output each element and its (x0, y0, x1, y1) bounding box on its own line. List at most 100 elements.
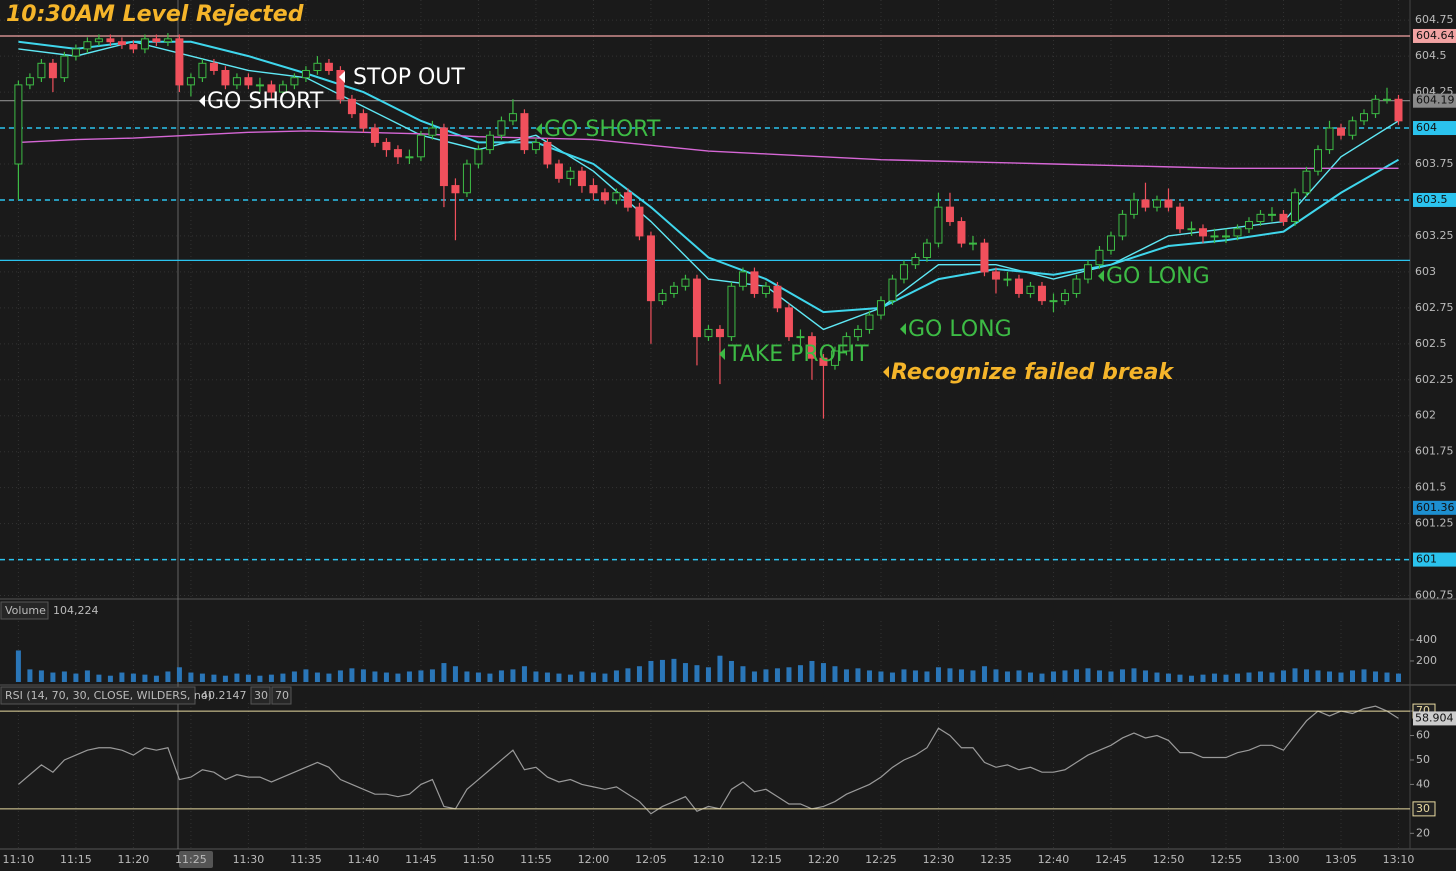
candle-body (761, 285, 770, 294)
volume-bar (613, 670, 619, 682)
candle-body (784, 307, 793, 338)
volume-bar (958, 669, 964, 682)
level-tag (1413, 192, 1456, 207)
candle-body (980, 242, 989, 273)
candle-body (1152, 199, 1161, 208)
volume-bar (694, 665, 700, 682)
candle-body (221, 69, 230, 86)
candle-body (1106, 235, 1115, 251)
candle-body (117, 41, 126, 46)
candle-body (1290, 192, 1299, 223)
candle-body (255, 84, 264, 87)
y-tick-label: 602.25 (1415, 373, 1454, 386)
candle-body (1302, 170, 1311, 194)
volume-bar (1165, 673, 1171, 682)
candle-body (1382, 98, 1391, 101)
y-tick-label: 603.25 (1415, 229, 1454, 242)
x-tick-label: 12:25 (865, 853, 897, 866)
x-tick-label: 12:30 (923, 853, 955, 866)
candle-body (474, 149, 483, 165)
x-tick-label: 12:50 (1153, 853, 1185, 866)
x-tick-label: 12:00 (578, 853, 610, 866)
volume-bar (1085, 668, 1091, 682)
candle-body (1083, 264, 1092, 280)
candle-body (198, 62, 207, 79)
candle-body (1233, 228, 1242, 237)
volume-bar (245, 674, 251, 682)
candle-body (14, 84, 23, 165)
y-tick-label: 601.25 (1415, 517, 1454, 530)
volume-bar (326, 673, 332, 682)
y-tick-label: 60 (1416, 729, 1430, 742)
candle-body (267, 84, 276, 93)
candle-body (1198, 228, 1207, 237)
candle-body (1210, 235, 1219, 238)
volume-bar (947, 668, 953, 682)
candle-body (451, 185, 460, 194)
y-tick-label: 50 (1416, 753, 1430, 766)
volume-bar (671, 658, 677, 682)
candle-body (209, 62, 218, 71)
volume-bar (1349, 670, 1355, 682)
candle-body (968, 242, 977, 245)
rsi-title: RSI (14, 70, 30, CLOSE, WILDERS, no) (5, 689, 212, 702)
candle-body (301, 69, 310, 79)
volume-bar (1372, 671, 1378, 682)
candle-body (1060, 292, 1069, 302)
header-box (0, 686, 196, 705)
candle-body (1003, 278, 1012, 281)
candle-body (1348, 120, 1357, 136)
candle-body (278, 84, 287, 93)
marker (900, 323, 906, 335)
rsi-level-chip: 30 (254, 689, 268, 702)
volume-bar (774, 668, 780, 682)
volume-bar (1131, 668, 1137, 682)
y-tick-label: 603.75 (1415, 157, 1454, 170)
crosshair-time-box (179, 851, 213, 868)
x-tick-label: 11:55 (520, 853, 552, 866)
volume-bar (464, 671, 470, 682)
marker (1098, 270, 1104, 282)
candle-body (635, 206, 644, 237)
candle-body (853, 328, 862, 338)
volume-bar (786, 667, 792, 682)
volume-bar (61, 671, 67, 682)
candle-body (37, 62, 46, 79)
volume-bar (924, 671, 930, 682)
x-tick-label: 11:10 (3, 853, 35, 866)
annotation: GO LONG (1106, 264, 1210, 289)
volume-bar (636, 666, 642, 682)
volume-bar (1142, 670, 1148, 682)
candle-body (623, 192, 632, 208)
volume-bar (1223, 674, 1229, 682)
candle-body (566, 170, 575, 179)
y-tick-label: 603 (1415, 265, 1436, 278)
volume-bar (1292, 668, 1298, 682)
y-tick-label: 601.5 (1415, 481, 1447, 494)
volume-bar (625, 668, 631, 682)
rsi-line (18, 705, 1399, 815)
volume-bar (27, 669, 33, 682)
volume-bar (751, 671, 757, 682)
volume-bar (15, 650, 21, 682)
candle-body (1141, 199, 1150, 208)
header-box (0, 601, 49, 620)
y-tick-label: 600.75 (1415, 589, 1454, 602)
volume-bar (1338, 672, 1344, 682)
candle-body (1014, 278, 1023, 294)
candle-body (393, 149, 402, 158)
volume-bar (717, 655, 723, 682)
annotation: TAKE PROFIT (727, 342, 869, 367)
volume-bar (1234, 673, 1240, 682)
candle-body (899, 264, 908, 280)
volume-bar (705, 667, 711, 682)
volume-bar (878, 671, 884, 682)
level-tag (1413, 121, 1456, 136)
volume-bar (1177, 674, 1183, 682)
volume-bar (395, 673, 401, 682)
candle-body (1037, 285, 1046, 302)
y-tick-label: 20 (1416, 826, 1430, 839)
candle-body (290, 77, 299, 86)
candle-body (727, 285, 736, 338)
volume-bar (1096, 670, 1102, 682)
